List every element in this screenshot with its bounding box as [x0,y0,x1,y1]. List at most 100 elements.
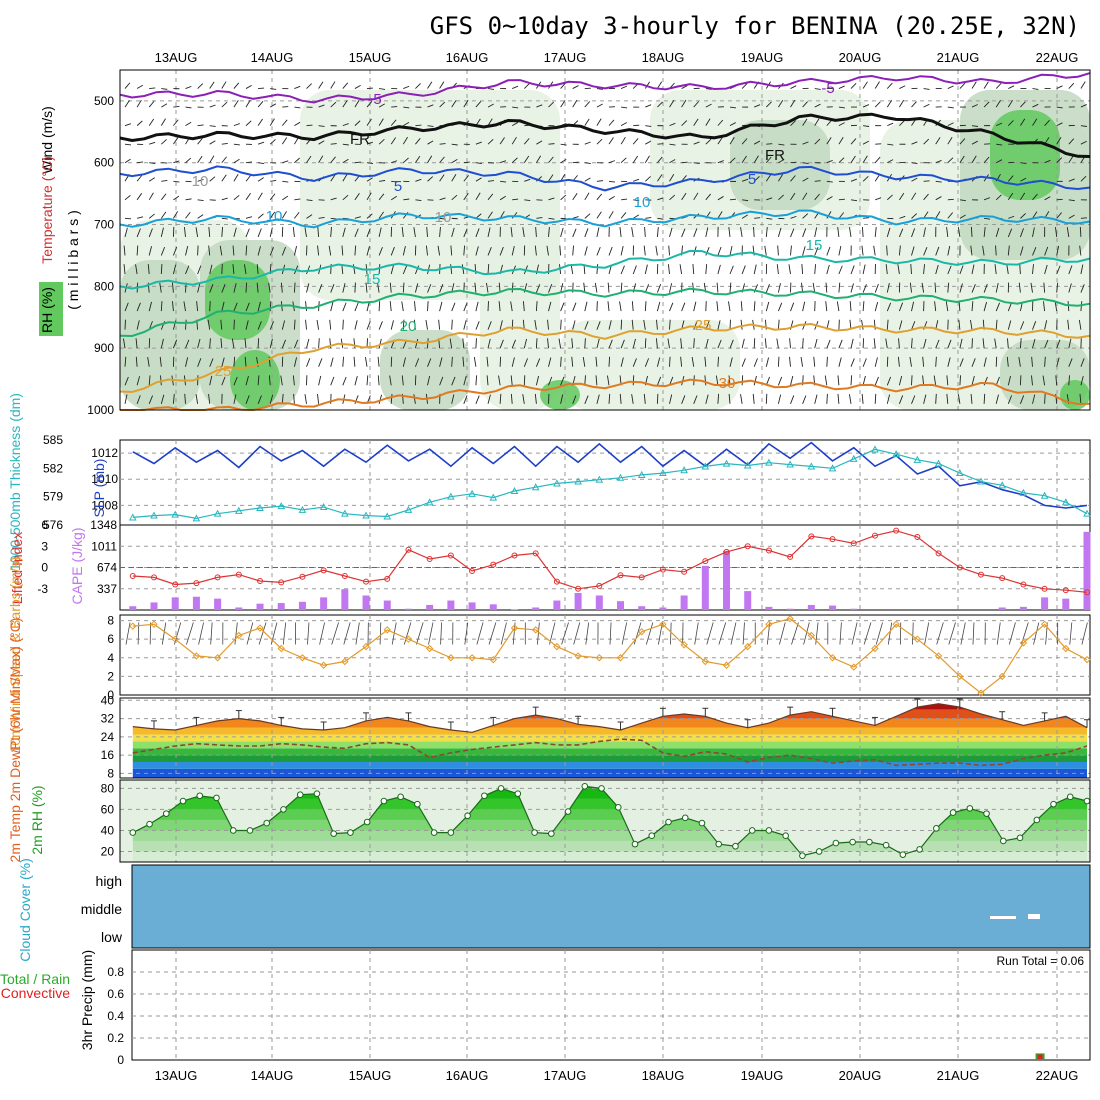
thickness-marker [150,511,158,519]
thickness-marker [977,477,985,485]
wind-barb [693,192,699,201]
wind-barb [837,393,840,404]
wind-barb [971,104,978,108]
wind10-barb [198,622,204,645]
wind-barb [983,197,991,201]
thickness-marker [213,509,222,517]
contour-label: 15 [364,271,381,288]
wind-barb [947,282,950,293]
rh-shading [120,260,200,410]
wind-barb [377,375,380,386]
wind-barb [729,339,734,349]
cloud-gap [990,916,1016,919]
wind-barb [1080,264,1084,275]
rh-marker [162,810,170,817]
wind-barb [705,103,712,108]
wind-barb [753,375,757,386]
lifted-marker [172,581,179,588]
wind-barb [995,319,998,330]
wind-barb [197,265,202,275]
wind-barb [1080,217,1087,219]
wind-barb [1080,125,1087,127]
wind-barb [390,393,393,404]
wind-barb [826,339,831,349]
wind-barb [294,211,300,219]
wind-barb [160,227,164,238]
wind-barb [366,118,372,126]
wind-barb [873,245,876,256]
wind10-barb [440,622,442,645]
wind-barb [184,227,186,237]
wind-barb [403,85,410,89]
contour-label: 10 [192,173,209,190]
rh-marker [665,818,672,826]
wind-barb [282,180,289,183]
lifted-marker [702,558,709,565]
wind-barb [221,143,228,145]
wind-barb [584,395,589,404]
wind10-barb [174,622,182,645]
wind-barb [945,301,949,312]
wind-barb [1068,199,1075,202]
rh-band [132,809,1088,820]
wind-barb [439,197,446,201]
wind-tick: 0 [107,688,114,702]
wind-barb [306,265,311,275]
wind-barb [499,320,503,330]
wind-barb [669,319,671,330]
wind-barb [512,106,519,109]
wind-barb [838,198,845,201]
contour-label: 10 [266,208,283,225]
wind-barb [898,245,901,256]
lifted-marker [214,574,221,581]
wind-barb [439,284,444,293]
wind-barb [354,302,359,312]
wind-barb [172,301,174,312]
wind-barb [898,338,900,349]
wind-barb [608,339,613,349]
wind-barb [874,376,879,386]
wind-barb [269,246,274,256]
wind-barb [136,174,143,182]
lifted-marker [617,572,624,579]
thickness-tick: 579 [43,490,63,504]
wind-barb [863,125,870,127]
wind-barb [620,157,627,164]
rh-marker [933,825,940,832]
wind-barb [777,283,781,293]
wind-barb [233,143,240,146]
wind-barb [269,227,273,238]
wind-barb [173,119,179,126]
wind-barb [451,143,458,146]
wind-barb [463,302,468,312]
wind-barb [970,226,973,237]
wind-barb [886,82,893,89]
wind-barb [850,178,858,182]
wind-barb [415,138,421,145]
wind-barb [584,192,590,201]
thickness-marker [828,464,837,472]
cape-bar [404,608,412,610]
wind-barb [535,375,540,386]
wind-barb [1068,283,1072,293]
wind-barb [354,320,358,330]
wind-barb [366,246,370,256]
wind-barb [365,282,368,293]
date-label-top: 21AUG [937,50,980,65]
wind-barb [983,227,986,237]
wind-barb [572,85,579,89]
wind-barb [1044,119,1050,126]
wind-marker [383,626,391,634]
wind10-barb [403,622,412,645]
wind-barb [378,338,382,349]
wind10-barb [645,622,654,645]
wind-marker [1083,655,1091,664]
wind10-barb [779,622,786,645]
cape-tick: 674 [97,561,117,575]
wind-barb [535,358,541,367]
wind-barb [874,227,877,237]
wind-barb [1019,228,1024,238]
wind-barb [983,393,986,404]
wind-barb [354,376,358,386]
wind-barb [161,179,168,182]
